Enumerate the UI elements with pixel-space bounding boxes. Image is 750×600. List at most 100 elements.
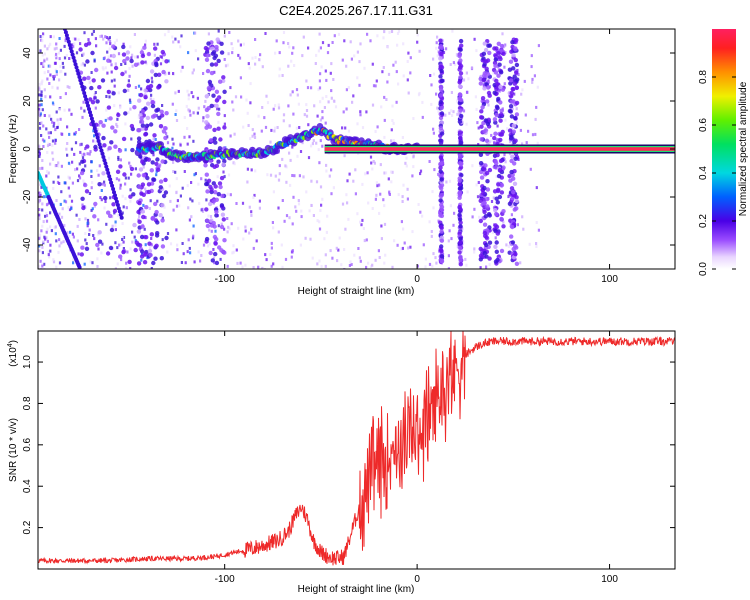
stripe-cell (111, 91, 116, 96)
noise-cell (46, 47, 49, 51)
noise-cell (346, 179, 349, 183)
noise-cell (49, 131, 52, 135)
stripe-cell (214, 103, 219, 109)
noise-cell (366, 32, 369, 36)
stripe-cell (161, 193, 167, 199)
stripe-cell (482, 167, 487, 172)
noise-cell (380, 105, 383, 109)
noise-cell (387, 177, 390, 181)
streak-cell (89, 116, 94, 121)
noise-cell (77, 38, 80, 42)
stripe-cell (216, 159, 221, 164)
stripe-cell (438, 100, 443, 105)
noise-cell (338, 236, 341, 240)
noise-cell (46, 144, 50, 148)
stripe-cell (458, 155, 463, 160)
noise-cell (324, 264, 327, 268)
stripe-cell (511, 176, 516, 181)
stripe-cell (207, 124, 213, 129)
noise-cell (116, 117, 119, 121)
noise-cell (52, 180, 55, 184)
noise-cell (54, 141, 57, 145)
noise-cell (406, 197, 409, 201)
stripe-cell (479, 137, 484, 142)
stripe-cell (515, 77, 520, 82)
stripe-cell (93, 144, 98, 150)
stripe-cell (513, 57, 518, 63)
stripe-cell (150, 103, 156, 109)
noise-cell (101, 182, 104, 186)
noise-cell (49, 211, 52, 215)
stripe-cell (498, 158, 504, 164)
stripe-cell (214, 209, 219, 215)
noise-cell (48, 114, 51, 118)
stripe-cell (510, 224, 515, 230)
noise-cell (181, 65, 184, 69)
stripe-cell (140, 109, 146, 114)
colorbar-tick-label: 0.0 (698, 262, 709, 276)
stripe-cell (458, 224, 463, 229)
noise-cell (55, 52, 58, 56)
noise-cell (107, 55, 110, 59)
noise-cell (250, 210, 253, 214)
stripe-cell (484, 170, 490, 176)
noise-cell (138, 215, 141, 219)
stripe-cell (97, 85, 102, 90)
noise-cell (179, 143, 182, 147)
noise-cell (333, 34, 336, 38)
stripe-cell (487, 213, 492, 218)
noise-cell (120, 258, 123, 262)
stripe-cell (482, 185, 487, 191)
noise-cell (121, 236, 124, 240)
stripe-cell (212, 164, 217, 169)
noise-cell (223, 114, 226, 118)
noise-cell (45, 203, 49, 207)
noise-cell (330, 192, 333, 196)
noise-cell (318, 227, 322, 231)
noise-cell (68, 132, 71, 136)
noise-cell (57, 51, 60, 55)
noise-cell (383, 261, 386, 265)
noise-cell (278, 164, 281, 168)
stripe-cell (213, 140, 218, 145)
noise-cell (76, 239, 79, 243)
noise-cell (41, 138, 45, 142)
stripe-cell (457, 178, 462, 183)
noise-cell (186, 89, 189, 93)
noise-cell (452, 110, 455, 114)
noise-cell (416, 264, 419, 268)
stripe-cell (480, 96, 486, 101)
stripe-cell (482, 200, 487, 206)
noise-cell (375, 181, 378, 185)
stripe-cell (146, 51, 152, 57)
noise-cell (47, 253, 50, 257)
stripe-cell (152, 133, 157, 138)
noise-cell (64, 72, 67, 76)
noise-cell (462, 109, 466, 113)
stripe-cell (507, 108, 513, 114)
noise-cell (38, 145, 41, 149)
noise-cell (237, 53, 240, 57)
noise-cell (292, 46, 295, 50)
stripe-cell (158, 179, 164, 184)
noise-cell (183, 135, 186, 139)
streak-cell (101, 155, 106, 159)
noise-cell (140, 258, 143, 262)
noise-cell (68, 194, 71, 198)
noise-cell (232, 244, 235, 248)
streak-cell (107, 174, 112, 179)
stripe-cell (458, 262, 463, 267)
noise-cell (238, 56, 242, 60)
noise-cell (428, 220, 431, 224)
noise-cell (293, 64, 296, 67)
stripe-cell (492, 135, 497, 141)
noise-cell (445, 47, 448, 51)
noise-cell (250, 168, 253, 172)
colorbar-ticks: 0.00.20.40.60.8 (698, 70, 736, 276)
noise-cell (131, 240, 134, 244)
noise-cell (149, 97, 152, 101)
noise-cell (54, 232, 57, 236)
noise-cell (430, 83, 433, 87)
stripe-cell (483, 163, 488, 168)
noise-cell (131, 53, 134, 57)
